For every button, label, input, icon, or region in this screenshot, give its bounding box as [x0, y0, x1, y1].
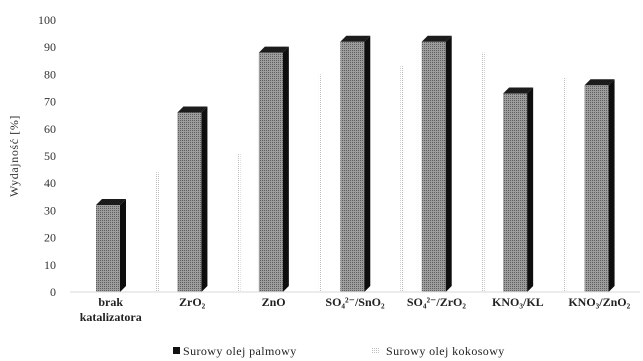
- bar-surowy-olej-palmowy: [96, 198, 126, 292]
- y-tick-label: 90: [44, 40, 56, 54]
- bar-front: [258, 52, 283, 292]
- y-tick-label: 30: [44, 203, 56, 217]
- y-tick-label: 100: [38, 13, 56, 27]
- y-axis: 0 10 20 30 40 50 60 70 80 90 100: [38, 13, 56, 299]
- x-tick-label: SO₄²⁻/ZrO₂: [407, 295, 467, 309]
- bar-side-face: [527, 87, 534, 292]
- bar-front: [177, 112, 202, 292]
- bar-surowy-olej-palmowy: [503, 87, 534, 292]
- y-tick-label: 10: [44, 258, 56, 272]
- bar-surowy-olej-kokosowy: [481, 52, 485, 292]
- legend-swatch-surowy-olej-kokosowy: [372, 347, 379, 354]
- bar-side-face: [364, 35, 371, 292]
- bar-front: [421, 41, 446, 293]
- bar-side-face: [282, 46, 289, 292]
- bar-top-face: [421, 35, 452, 42]
- x-tick-label: SO₄²⁻/SnO₂: [325, 295, 385, 309]
- bar-surowy-olej-palmowy: [340, 35, 371, 293]
- bar-side-face: [445, 35, 452, 292]
- x-tick-label: KNO₃/ZnO₂: [568, 295, 630, 309]
- y-tick-label: 20: [44, 231, 56, 245]
- bar-top-face: [340, 35, 371, 42]
- bar-front: [340, 41, 365, 293]
- bar-side-face: [201, 106, 208, 292]
- y-tick-label: 0: [50, 285, 56, 299]
- bar-top-face: [258, 46, 289, 53]
- bar-surowy-olej-kokosowy: [563, 77, 567, 293]
- bars: [70, 35, 640, 293]
- x-tick-label: katalizatora: [80, 310, 142, 324]
- bar-surowy-olej-kokosowy: [400, 66, 404, 293]
- bar-surowy-olej-palmowy: [177, 106, 208, 292]
- y-tick-label: 70: [44, 95, 56, 109]
- bar-side-face: [608, 79, 615, 292]
- bar-surowy-olej-kokosowy: [156, 172, 159, 292]
- legend-label-surowy-olej-palmowy: Surowy olej palmowy: [183, 344, 297, 358]
- bar-top-face: [503, 87, 534, 94]
- bar-surowy-olej-kokosowy: [318, 74, 322, 293]
- y-tick-label: 50: [44, 149, 56, 163]
- bar-surowy-olej-kokosowy: [237, 153, 241, 292]
- legend-swatch-surowy-olej-palmowy: [173, 347, 180, 354]
- y-axis-label: Wydajność [%]: [7, 115, 21, 197]
- legend: Surowy olej palmowy Surowy olej kokosowy: [173, 344, 505, 358]
- bar-front: [584, 85, 609, 292]
- bar-front: [96, 204, 120, 292]
- bar-surowy-olej-palmowy: [421, 35, 452, 293]
- bar-front: [503, 93, 528, 292]
- bar-side-face: [120, 198, 126, 292]
- y-tick-label: 40: [44, 176, 56, 190]
- x-tick-label: ZnO: [262, 295, 286, 309]
- y-tick-label: 60: [44, 122, 56, 136]
- bar-top-face: [96, 198, 126, 205]
- x-tick-label: ZrO₂: [179, 295, 206, 309]
- y-tick-label: 80: [44, 67, 56, 81]
- bar-surowy-olej-palmowy: [258, 46, 289, 292]
- bar-top-face: [177, 106, 208, 113]
- x-tick-label: KNO₃/KL: [492, 295, 544, 309]
- bar-top-face: [584, 79, 615, 86]
- bar-surowy-olej-palmowy: [584, 79, 615, 292]
- x-tick-label: brak: [98, 295, 123, 309]
- legend-label-surowy-olej-kokosowy: Surowy olej kokosowy: [386, 344, 505, 358]
